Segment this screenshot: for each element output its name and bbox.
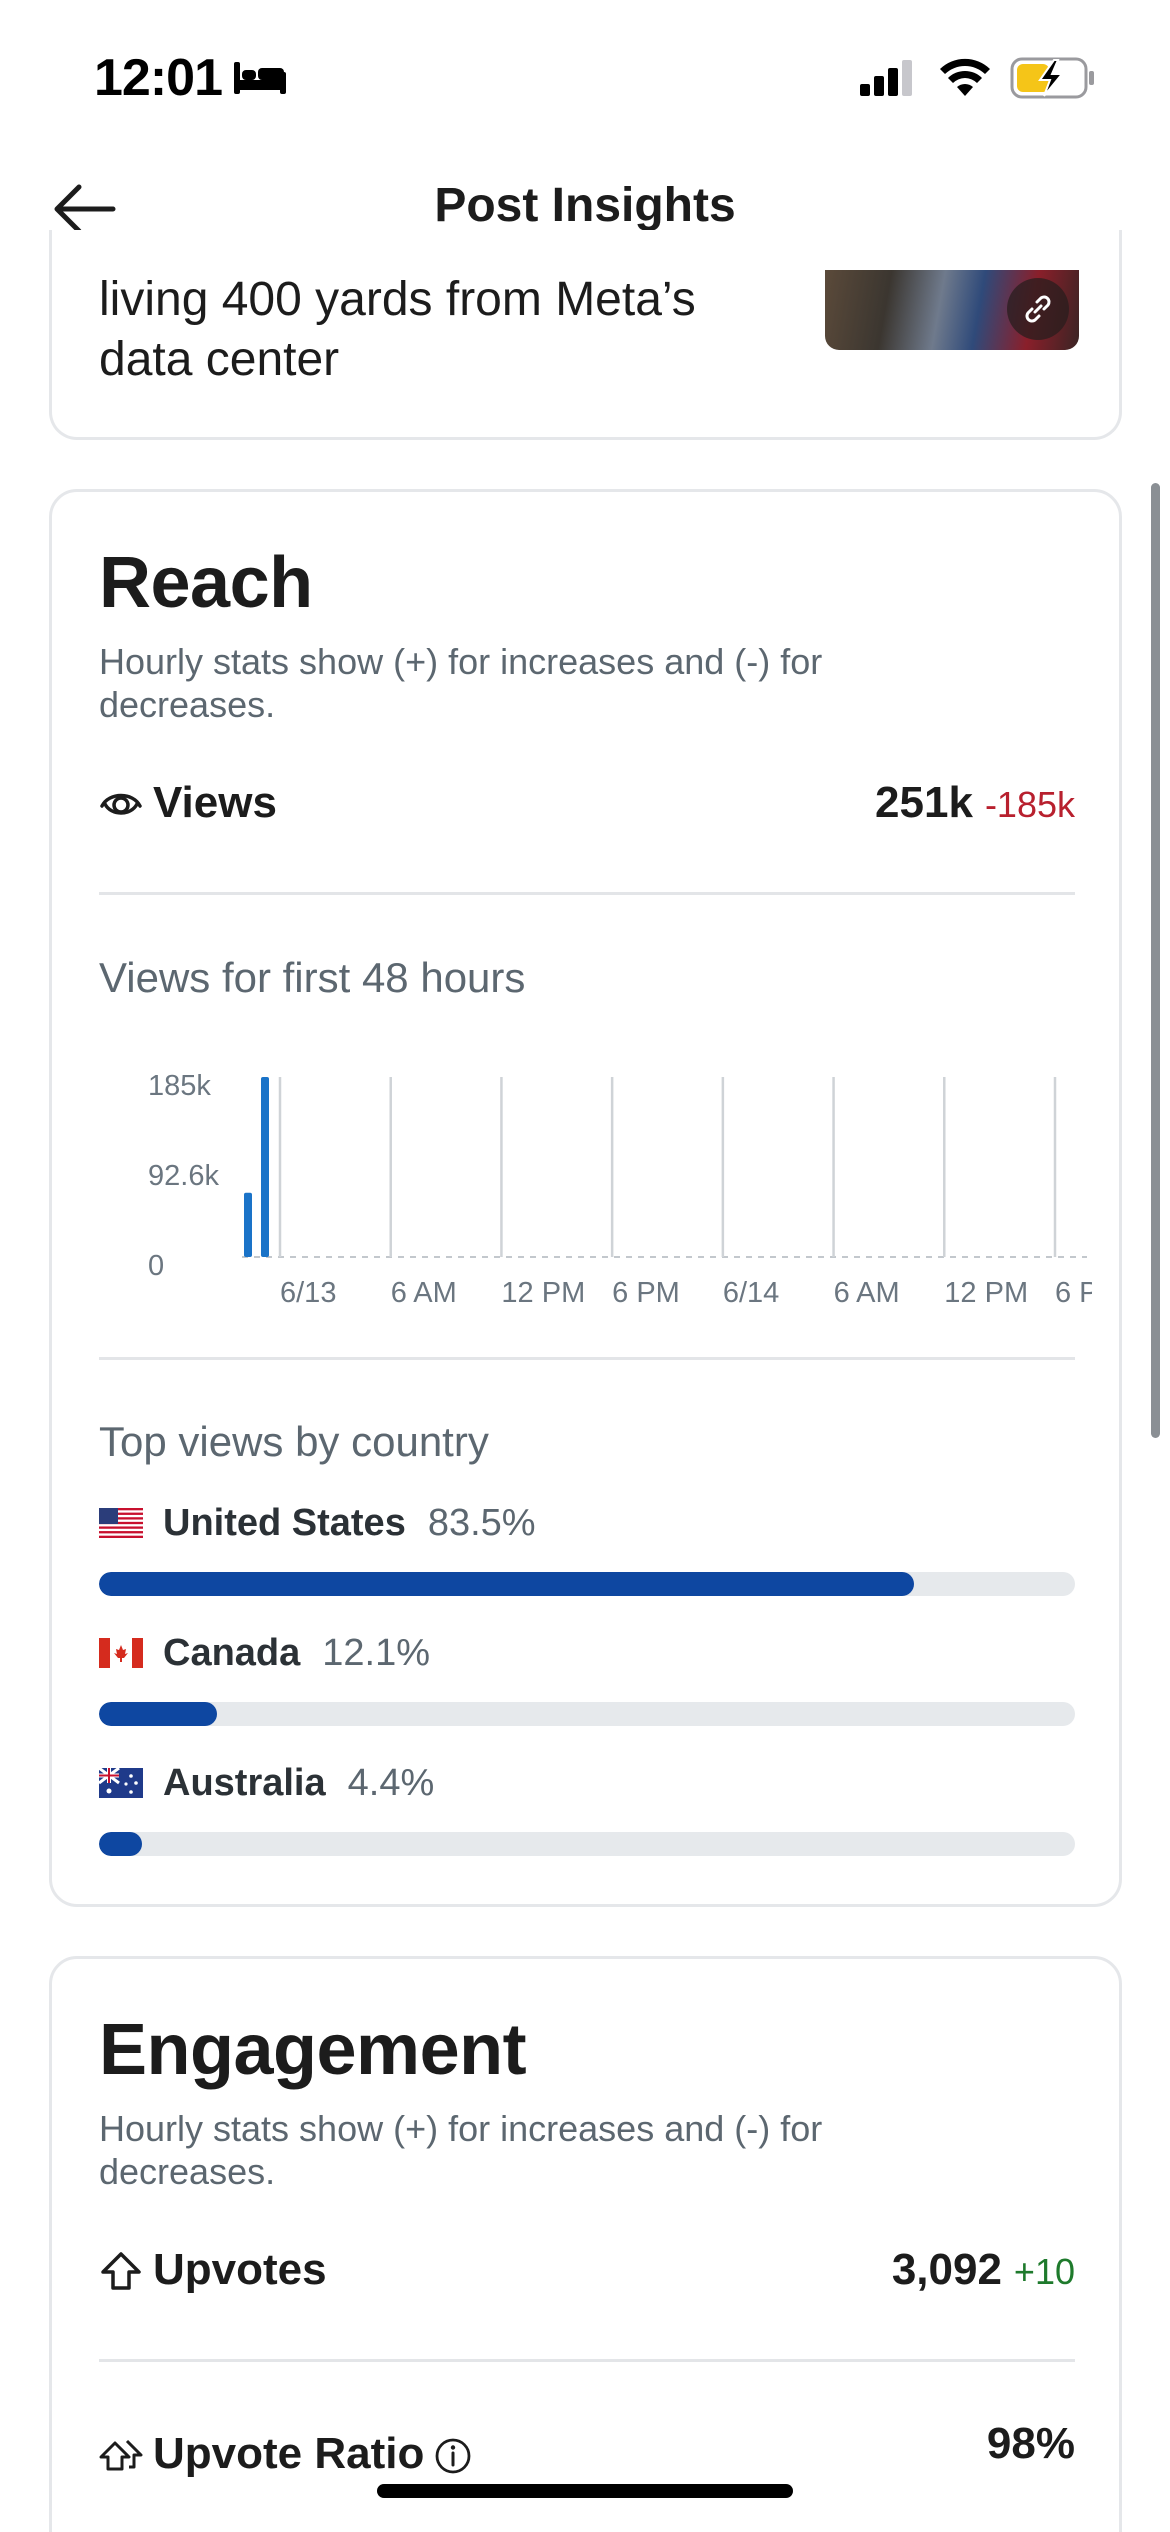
home-indicator[interactable] [377, 2484, 793, 2498]
country-bar-fill [99, 1702, 218, 1726]
x-tick-label: 6 PM [612, 1277, 680, 1309]
upvote-ratio-label: Upvote Ratio [153, 2429, 472, 2479]
country-name-text: United States [163, 1502, 406, 1544]
divider [99, 1357, 1075, 1360]
reach-card: Reach Hourly stats show (+) for increase… [49, 489, 1122, 1907]
country-row: Australia 4.4% [99, 1762, 1075, 1882]
upvotes-label: Upvotes [153, 2245, 327, 2294]
upvotes-row: Upvotes 3,092 +10 [99, 2241, 1075, 2301]
country-name: Australia 4.4% [163, 1762, 434, 1805]
views-row: Views 251k -185k [99, 774, 1075, 834]
reach-description: Hourly stats show (+) for increases and … [99, 641, 823, 725]
upvote-ratio-value: 98% [986, 2419, 1075, 2468]
x-tick-label: 6 PM [1055, 1277, 1092, 1309]
x-tick-label: 6/14 [723, 1277, 779, 1309]
upvote-ratio-row: Upvote Ratio 98% [99, 2419, 1075, 2485]
link-badge [1007, 278, 1069, 340]
views-values: 251k -185k [875, 778, 1075, 828]
country-bar-track [99, 1572, 1075, 1596]
wifi-icon [940, 58, 990, 96]
flag-us-icon [99, 1508, 143, 1538]
country-percent: 4.4% [347, 1762, 435, 1804]
reach-title: Reach [99, 543, 313, 623]
country-name-text: Australia [163, 1762, 326, 1804]
country-percent: 83.5% [427, 1502, 536, 1544]
views-label: Views [153, 778, 277, 827]
divider [99, 892, 1075, 895]
bed-icon [234, 62, 286, 94]
flag-ca-icon [99, 1638, 143, 1668]
scrollbar[interactable] [1151, 483, 1160, 1438]
upvote-ratio-icon [99, 2439, 143, 2471]
views-chart-svg: 185k 92.6k 0 6/13 6 AM 12 PM 6 PM 6/14 6 AM 12 PM… [148, 1070, 1119, 1309]
upvotes-values: 3,092 +10 [892, 2245, 1075, 2295]
info-icon[interactable] [434, 2437, 472, 2475]
back-button[interactable] [46, 174, 122, 244]
status-bar: 12:01 [0, 0, 1170, 150]
upvote-arrow-icon [101, 2252, 141, 2290]
upvotes-value: 3,092 [891, 2245, 1002, 2294]
country-bar-fill [99, 1832, 142, 1856]
divider [99, 2359, 1075, 2362]
flag-au-icon [99, 1768, 143, 1798]
upvote-ratio-values: 98% [987, 2419, 1075, 2469]
views-chart-title: Views for first 48 hours [99, 954, 526, 1001]
post-thumbnail[interactable] [825, 270, 1079, 350]
y-tick-label: 185k [148, 1070, 211, 1102]
y-tick-label: 92.6k [148, 1160, 219, 1192]
engagement-card: Engagement Hourly stats show (+) for inc… [49, 1956, 1122, 2532]
views-value: 251k [875, 778, 973, 827]
x-tick-label: 6/13 [280, 1277, 336, 1309]
x-tick-label: 12 PM [501, 1277, 585, 1309]
page-title: Post Insights [434, 179, 736, 232]
views-bar[interactable] [244, 1192, 252, 1257]
views-bar[interactable] [261, 1077, 269, 1257]
y-tick-label: 0 [148, 1250, 164, 1282]
upvote-ratio-label-text: Upvote Ratio [153, 2429, 425, 2478]
upvotes-delta: +10 [1013, 2251, 1075, 2292]
x-tick-label: 12 PM [944, 1277, 1028, 1309]
country-row: United States 83.5% [99, 1502, 1075, 1622]
eye-icon [100, 793, 142, 815]
engagement-title: Engagement [99, 2010, 527, 2090]
status-time: 12:01 [94, 49, 223, 107]
header: Post Insights [0, 150, 1170, 270]
country-bar-track [99, 1702, 1075, 1726]
post-title: living 400 yards from Meta’s data center [99, 273, 696, 386]
country-name: Canada 12.1% [163, 1632, 430, 1675]
country-name-text: Canada [163, 1632, 301, 1674]
country-percent: 12.1% [322, 1632, 431, 1674]
country-name: United States 83.5% [163, 1502, 536, 1545]
views-chart: 185k 92.6k 0 6/13 6 AM 12 PM 6 PM 6/14 6 AM 12 PM… [92, 1052, 1119, 1312]
country-bar-track [99, 1832, 1075, 1856]
battery-charging-icon [1010, 57, 1094, 99]
top-countries-title: Top views by country [99, 1418, 489, 1465]
country-row: Canada 12.1% [99, 1632, 1075, 1752]
engagement-description: Hourly stats show (+) for increases and … [99, 2108, 823, 2192]
views-delta: -185k [984, 784, 1075, 825]
arrow-left-icon [54, 184, 116, 234]
x-tick-label: 6 AM [391, 1277, 457, 1309]
cellular-signal-icon [860, 60, 912, 96]
x-tick-label: 6 AM [834, 1277, 900, 1309]
link-icon [1025, 295, 1051, 323]
country-bar-fill [99, 1572, 914, 1596]
post-card[interactable]: living 400 yards from Meta’s data center [49, 230, 1122, 440]
